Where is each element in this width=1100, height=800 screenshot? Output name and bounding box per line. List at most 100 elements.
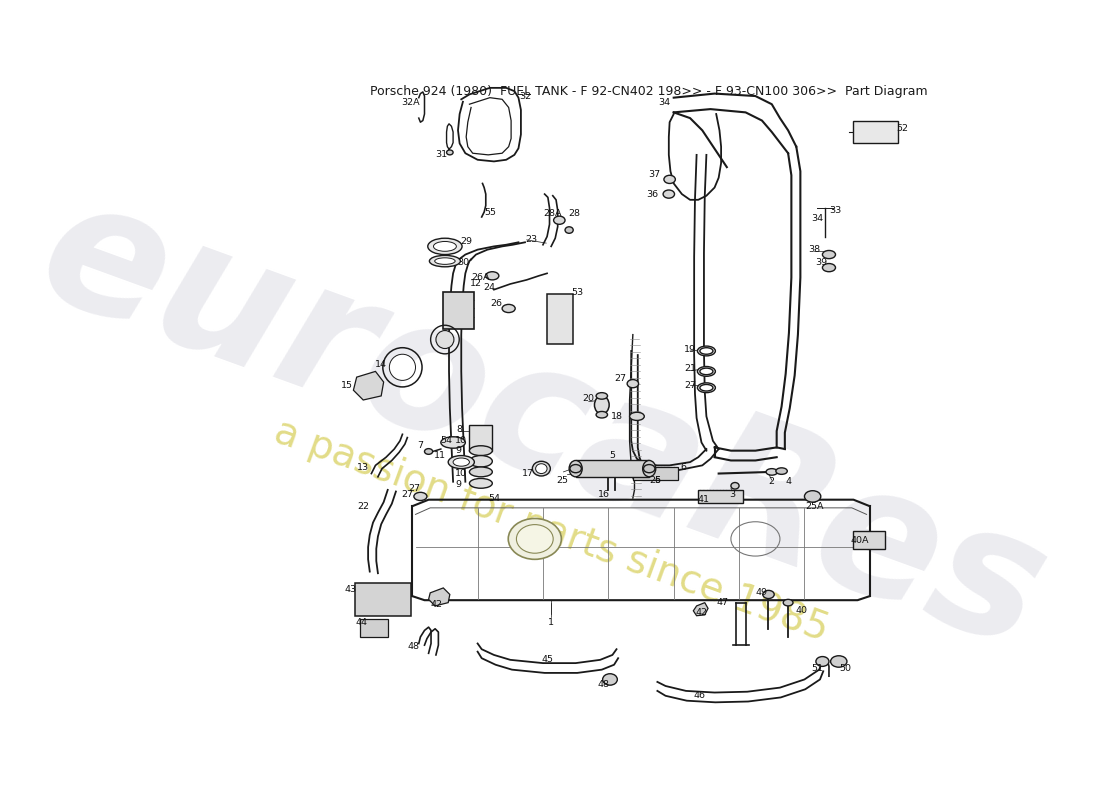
Text: 9: 9 [455, 446, 461, 455]
Text: 49: 49 [756, 588, 768, 598]
Text: 6: 6 [681, 462, 686, 471]
Bar [854, 530, 884, 549]
Ellipse shape [700, 385, 713, 391]
Ellipse shape [565, 226, 573, 234]
Text: 14: 14 [375, 359, 387, 369]
Text: 55: 55 [484, 207, 496, 217]
Ellipse shape [470, 467, 493, 477]
Text: 9: 9 [455, 481, 461, 490]
Text: 42: 42 [431, 600, 443, 609]
Text: 25A: 25A [805, 502, 824, 510]
Polygon shape [353, 371, 384, 400]
Text: 25: 25 [650, 475, 662, 485]
Ellipse shape [627, 379, 639, 388]
Text: 12: 12 [470, 279, 482, 289]
Ellipse shape [448, 455, 474, 469]
Text: 32: 32 [519, 91, 531, 101]
Text: 16: 16 [597, 490, 609, 499]
Bar [632, 467, 678, 480]
Text: 34: 34 [658, 98, 670, 107]
Text: 44: 44 [355, 618, 367, 626]
Text: 36: 36 [647, 190, 659, 198]
Ellipse shape [816, 657, 829, 666]
Text: 46: 46 [694, 691, 706, 700]
Ellipse shape [569, 461, 582, 477]
Bar [854, 121, 899, 143]
Bar [360, 619, 387, 637]
Ellipse shape [596, 411, 607, 418]
Text: 43: 43 [344, 585, 356, 594]
Ellipse shape [436, 330, 454, 349]
Text: 15: 15 [341, 381, 353, 390]
Ellipse shape [644, 465, 654, 473]
Ellipse shape [532, 462, 550, 476]
Text: 27: 27 [684, 381, 696, 390]
Ellipse shape [470, 455, 493, 467]
Ellipse shape [697, 366, 715, 376]
Text: 8: 8 [456, 425, 463, 434]
Text: 45: 45 [542, 655, 554, 664]
Text: 25: 25 [557, 475, 569, 485]
Text: 41: 41 [697, 495, 710, 504]
Text: 17: 17 [522, 469, 535, 478]
Text: 13: 13 [358, 462, 370, 471]
Ellipse shape [766, 469, 778, 475]
Text: 5: 5 [609, 451, 615, 460]
Ellipse shape [428, 238, 462, 254]
Text: 10: 10 [455, 436, 468, 446]
Text: 39: 39 [815, 258, 827, 267]
Text: 54: 54 [488, 494, 501, 502]
Text: 19: 19 [684, 345, 696, 354]
Text: 33: 33 [829, 206, 842, 215]
Text: 6: 6 [654, 475, 660, 485]
Polygon shape [429, 588, 450, 606]
Text: 11: 11 [434, 451, 446, 460]
Text: 2: 2 [769, 478, 774, 486]
Text: 28: 28 [568, 209, 580, 218]
Bar [575, 461, 649, 477]
Text: 20: 20 [583, 394, 595, 403]
Text: 23: 23 [526, 235, 538, 244]
Ellipse shape [508, 518, 561, 559]
Ellipse shape [429, 255, 461, 267]
Ellipse shape [447, 150, 453, 155]
Text: 38: 38 [808, 245, 821, 254]
Text: 48: 48 [408, 642, 420, 651]
Ellipse shape [536, 464, 547, 474]
Ellipse shape [486, 272, 499, 280]
Ellipse shape [441, 437, 465, 448]
Ellipse shape [389, 354, 416, 380]
Ellipse shape [603, 674, 617, 685]
Text: Porsche 924 (1980)  FUEL TANK - F 92-CN402 198>> - F 93-CN100 306>>  Part Diagra: Porsche 924 (1980) FUEL TANK - F 92-CN40… [371, 86, 928, 98]
Ellipse shape [502, 304, 515, 313]
Ellipse shape [516, 525, 553, 554]
Text: 4: 4 [785, 478, 791, 486]
Text: 51: 51 [812, 663, 824, 673]
Text: 50: 50 [839, 663, 851, 673]
Bar [443, 292, 474, 329]
Ellipse shape [433, 242, 456, 251]
Text: 54: 54 [441, 436, 452, 446]
Text: 32A: 32A [402, 98, 420, 107]
Ellipse shape [762, 590, 774, 598]
Text: 22: 22 [358, 502, 370, 510]
Ellipse shape [700, 348, 713, 354]
Bar [355, 583, 410, 616]
Ellipse shape [570, 465, 582, 473]
Ellipse shape [697, 346, 715, 356]
Bar [547, 294, 573, 345]
Ellipse shape [453, 458, 470, 466]
Text: 18: 18 [610, 412, 623, 421]
Text: 40: 40 [795, 606, 807, 615]
Ellipse shape [553, 216, 565, 224]
Text: 26A: 26A [472, 273, 491, 282]
Text: 30: 30 [456, 258, 469, 267]
Ellipse shape [470, 446, 493, 455]
Text: eurocaRes: eurocaRes [19, 162, 1067, 687]
Ellipse shape [663, 190, 674, 198]
Ellipse shape [697, 383, 715, 393]
Text: 31: 31 [436, 150, 448, 159]
Ellipse shape [434, 258, 455, 264]
Ellipse shape [730, 482, 739, 489]
Text: 27: 27 [615, 374, 627, 383]
